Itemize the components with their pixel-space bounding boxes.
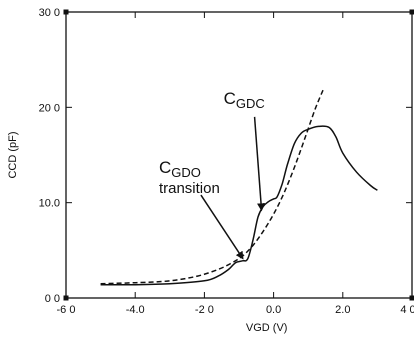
- axis-labels-layer: VGD (V) CCD (pF): [7, 131, 287, 334]
- y-axis-label: CCD (pF): [7, 131, 19, 178]
- series-layer: [100, 88, 378, 286]
- plot-frame-layer: [63, 9, 414, 301]
- axis-ticks-layer: -6 0 -4.0 -2 0 0.0 2.0 4 0 0 0 10.0 20 0 30 0: [39, 7, 414, 316]
- x-tick-label: -6 0: [57, 304, 76, 316]
- y-tick-label: 20 0: [39, 102, 60, 114]
- y-tick-label: 30 0: [39, 7, 60, 19]
- y-tick-label: 0 0: [45, 293, 60, 305]
- annotation-label-cgdc: CGDC: [224, 89, 265, 111]
- x-axis-label: VGD (V): [246, 322, 288, 334]
- x-tick-label: -4.0: [126, 304, 145, 316]
- plot-frame: [65, 11, 413, 299]
- series-line-solid: [100, 125, 378, 286]
- x-tick-label: -2 0: [195, 304, 214, 316]
- y-tick-label: 10.0: [39, 198, 60, 210]
- annotation-label-cgdo: CGDO: [159, 158, 201, 180]
- series-line-dashed: [100, 88, 325, 285]
- x-tick-label: 0.0: [266, 304, 281, 316]
- annotation-arrow-cgdo: [200, 194, 244, 260]
- annotation-line2-cgdo: transition: [159, 180, 220, 197]
- annotation-arrow-cgdc: [253, 116, 266, 212]
- x-tick-label: 2.0: [335, 304, 350, 316]
- x-tick-label: 4 0: [400, 304, 414, 316]
